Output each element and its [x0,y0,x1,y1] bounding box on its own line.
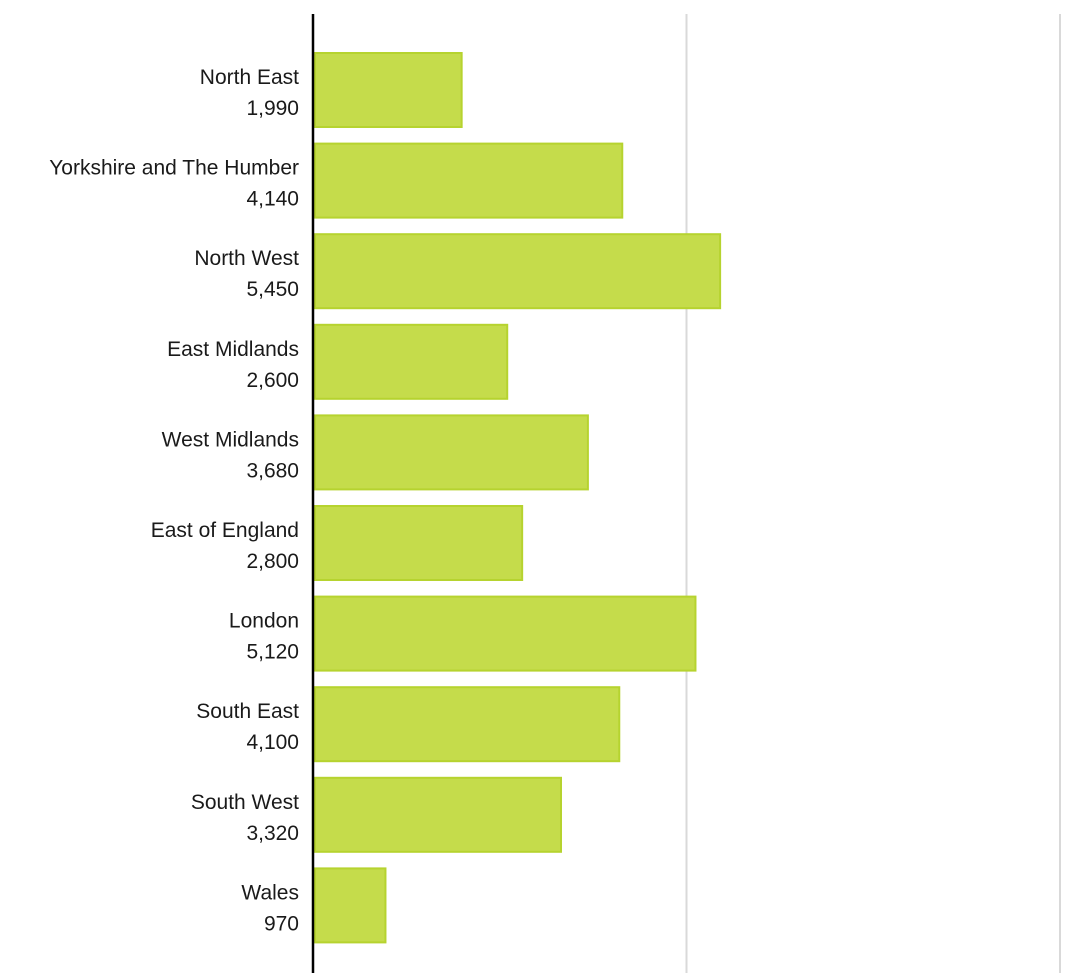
category-label: South East [196,700,299,723]
gridlines [685,14,1061,973]
value-label: 4,140 [246,188,299,211]
bar-wales [314,867,387,944]
bar-east-midlands [314,323,509,400]
bar-yorkshire-and-the-humber [314,142,624,219]
bars [314,52,722,944]
bar-north-west [314,233,722,310]
value-label: 3,680 [246,459,299,482]
category-label: Wales [241,881,299,904]
value-label: 4,100 [246,731,299,754]
bar-london [314,595,697,672]
bar-south-west [314,776,563,853]
category-label: North East [200,66,299,89]
value-label: 970 [264,912,299,935]
value-label: 2,800 [246,550,299,573]
category-label: North West [194,247,299,270]
value-label: 5,450 [246,278,299,301]
category-labels: North East 1,990 Yorkshire and The Humber 4… [49,66,299,935]
category-label: South West [191,791,299,814]
value-label: 5,120 [246,641,299,664]
category-label: East Midlands [167,338,299,361]
category-label: East of England [151,519,299,542]
bar-south-east [314,686,621,763]
category-label: London [229,610,299,633]
value-label: 2,600 [246,369,299,392]
value-label: 3,320 [246,822,299,845]
value-label: 1,990 [246,97,299,120]
bar-east-of-england [314,505,524,581]
bar-north-east [314,52,463,128]
category-label: West Midlands [162,428,299,451]
bar-west-midlands [314,414,589,491]
category-label: Yorkshire and The Humber [49,157,299,180]
